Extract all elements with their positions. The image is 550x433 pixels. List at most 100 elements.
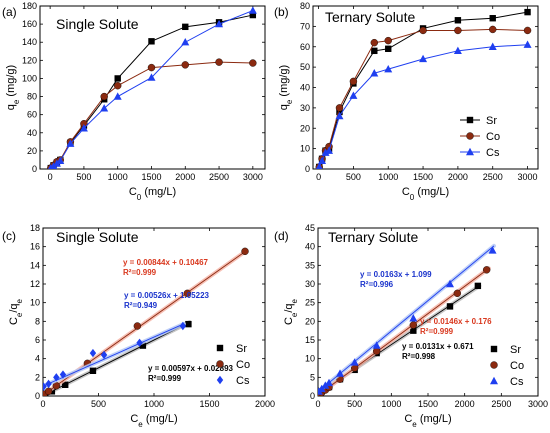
data-point-Co: [241, 247, 249, 256]
series-Cs: [48, 6, 257, 169]
x-axis-label: C0 (mg/L): [402, 186, 449, 202]
data-point-Co: [114, 81, 122, 90]
y-tick-label: 35: [305, 260, 315, 270]
data-point-Cs: [315, 162, 323, 169]
series-line-Sr: [50, 14, 253, 169]
x-tick-label: 500: [76, 172, 91, 182]
data-point-Sr: [148, 38, 155, 45]
legend-label-Cs: Cs: [510, 376, 524, 388]
data-point-Sr: [446, 303, 454, 310]
x-tick-label: 2500: [483, 172, 503, 182]
data-point-Sr: [249, 11, 257, 19]
x-tick-label: 2000: [448, 172, 468, 182]
legend-label-Co: Co: [236, 359, 250, 371]
data-point-Cs: [325, 378, 333, 387]
fit-r2-Sr: R²=0.998: [402, 352, 436, 361]
y-tick-label: 14: [30, 260, 40, 270]
plot-area: [47, 6, 257, 169]
x-tick-label: 1000: [108, 172, 128, 182]
data-point-Co: [249, 59, 257, 67]
data-point-Cs: [318, 156, 327, 165]
x-tick-label: 2000: [175, 172, 195, 182]
y-tick-label: 30: [300, 103, 310, 113]
data-point-Cs: [336, 369, 344, 377]
data-point-Cs: [136, 338, 143, 347]
y-tick-label: 40: [305, 242, 315, 252]
legend: Sr Co Cs: [460, 115, 500, 159]
chart-title: Single Solute: [56, 229, 139, 245]
y-tick-label: 40: [300, 83, 310, 93]
y-tick-label: 160: [22, 19, 37, 29]
panel-label: (c): [2, 229, 16, 243]
data-point-Cs: [59, 370, 67, 379]
fit-r2-Co: R²=0.999: [420, 327, 454, 336]
y-tick-label: 70: [300, 21, 310, 31]
y-tick-label: 100: [22, 73, 37, 83]
x-tick-label: 0: [315, 399, 320, 409]
panel-a: 0 500 1000 1500 2000 2500 3000 0 20 40 60 80 100 120 1…: [2, 1, 266, 202]
data-point-Co: [454, 26, 462, 35]
legend-label-Cs: Cs: [236, 375, 250, 387]
fit-line-Cs: [43, 323, 185, 387]
data-point-Sr: [454, 17, 462, 24]
fit-equation-Cs: y = 0.00526x + 1.05223: [124, 291, 210, 300]
y-tick-label: 140: [22, 37, 37, 47]
y-tick-label: 0: [310, 391, 315, 401]
legend-marker-Cs: [216, 375, 224, 385]
data-point-Sr: [371, 47, 378, 55]
legend: Sr Co Cs: [490, 344, 524, 388]
x-tick-label: 0: [316, 172, 321, 182]
data-point-Cs: [419, 54, 428, 63]
legend-marker-Sr: [490, 345, 498, 353]
data-point-Co: [409, 321, 418, 329]
y-tick-label: 15: [305, 335, 315, 345]
legend-marker-Cs: [466, 147, 474, 156]
x-tick-label: 1000: [381, 399, 401, 409]
y-tick-label: 25: [305, 298, 315, 308]
data-point-Co: [349, 77, 358, 86]
y-tick-label: 60: [300, 42, 310, 52]
y-tick-label: 0: [35, 391, 40, 401]
data-point-Sr: [139, 342, 147, 349]
x-tick-label: 1500: [199, 399, 219, 409]
series-Cs: [43, 321, 187, 391]
y-tick-label: 16: [30, 242, 40, 252]
legend: Sr Co Cs: [216, 343, 250, 387]
data-point-Co: [181, 61, 189, 69]
panel-c: 0 500 1000 1500 2000 0 2 4 6 8 10 12 14 16 18 Ce (mg/L)…: [2, 223, 275, 429]
y-tick-label: 10: [305, 354, 315, 364]
y-tick-label: 30: [305, 279, 315, 289]
x-tick-label: 1500: [418, 399, 438, 409]
y-axis-label: qe (mg/g): [5, 65, 21, 110]
x-axis-label: C0 (mg/L): [129, 186, 176, 202]
data-point-Cs: [350, 358, 359, 366]
y-tick-label: 4: [35, 354, 40, 364]
series-Cs: [315, 40, 532, 169]
series-Co: [318, 266, 491, 396]
fit-equation-Sr: y = 0.00597x + 0.02893: [148, 364, 234, 373]
y-tick-label: 18: [30, 223, 40, 233]
y-tick-label: 45: [305, 223, 315, 233]
x-tick-label: 3000: [528, 399, 548, 409]
y-tick-label: 20: [27, 146, 37, 156]
y-axis-label: Ce/qe: [283, 298, 299, 325]
data-point-Cs: [215, 19, 224, 28]
x-tick-label: 500: [347, 399, 362, 409]
data-point-Cs: [43, 382, 47, 391]
legend-marker-Co: [490, 361, 498, 369]
x-axis-label: Ce (mg/L): [130, 413, 177, 429]
data-point-Cs: [79, 124, 88, 132]
fit-equation-Co: y = 0.00844x + 0.10467: [123, 258, 209, 267]
data-point-Co: [133, 322, 142, 330]
data-point-Cs: [321, 381, 330, 389]
x-tick-label: 2500: [491, 399, 511, 409]
x-tick-label: 1500: [413, 172, 433, 182]
y-tick-label: 0: [32, 164, 37, 174]
chart-title: Ternary Solute: [328, 229, 418, 245]
chart-title: Ternary Solute: [325, 9, 415, 25]
y-tick-label: 12: [30, 279, 40, 289]
data-point-Co: [44, 387, 53, 396]
data-point-Co: [370, 38, 379, 47]
data-point-Co: [523, 26, 532, 35]
data-point-Cs: [372, 341, 381, 349]
